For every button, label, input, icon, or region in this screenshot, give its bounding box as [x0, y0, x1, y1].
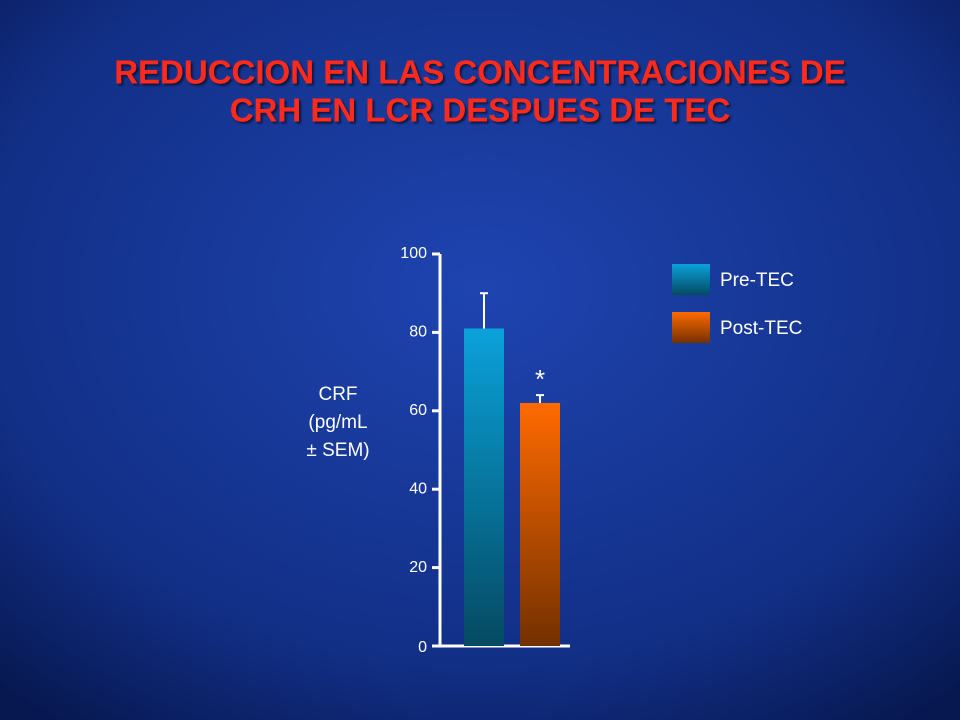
legend-label: Post-TEC — [720, 318, 802, 339]
legend-label: Pre-TEC — [720, 270, 794, 291]
y-axis-label: CRF — [318, 384, 357, 405]
y-axis-label: (pg/mL — [308, 412, 367, 433]
legend-swatch — [672, 264, 710, 295]
legend-swatch — [672, 312, 710, 343]
y-tick-label: 0 — [418, 639, 427, 656]
y-tick-label: 60 — [409, 402, 427, 419]
y-axis-label: ± SEM) — [306, 440, 369, 461]
y-tick-label: 40 — [409, 480, 427, 497]
y-tick-label: 100 — [400, 245, 427, 262]
y-tick-label: 80 — [409, 324, 427, 341]
y-tick-label: 20 — [409, 559, 427, 576]
annotation: * — [535, 364, 545, 394]
chart-title: CRH EN LCR DESPUES DE TEC — [230, 92, 731, 129]
error-bar — [536, 394, 544, 403]
error-bar — [480, 292, 488, 329]
bar — [520, 402, 560, 646]
bar — [464, 328, 504, 646]
chart-title: REDUCCION EN LAS CONCENTRACIONES DE — [114, 54, 846, 91]
